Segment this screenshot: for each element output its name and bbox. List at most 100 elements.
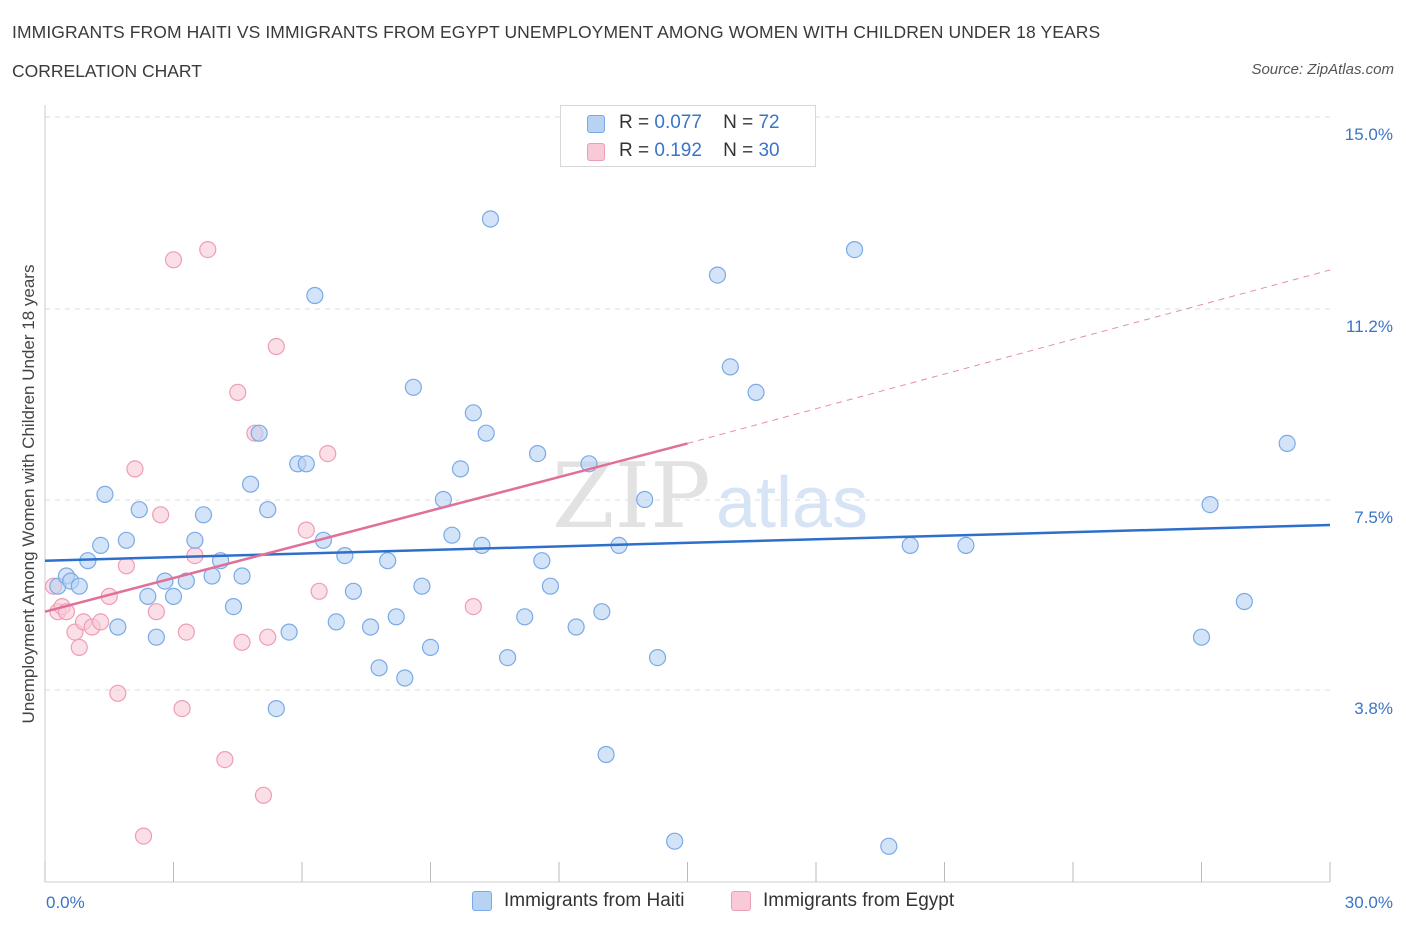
haiti-point bbox=[327, 613, 345, 631]
haiti-point bbox=[516, 608, 534, 626]
haiti-point bbox=[259, 501, 277, 519]
egypt-point bbox=[233, 633, 251, 651]
axes bbox=[44, 105, 1331, 883]
egypt-point bbox=[199, 241, 217, 259]
y-axis-label: Unemployment Among Women with Children U… bbox=[19, 265, 38, 724]
haiti-point bbox=[901, 536, 919, 555]
haiti-point bbox=[845, 241, 864, 259]
haiti-point bbox=[421, 638, 440, 657]
x-tick-label: 30.0% bbox=[1345, 893, 1393, 912]
haiti-point bbox=[139, 587, 157, 606]
egypt-point bbox=[177, 623, 195, 641]
egypt-trend-line bbox=[44, 442, 688, 613]
haiti-point bbox=[1201, 496, 1219, 514]
egypt-point bbox=[134, 827, 153, 845]
haiti-point bbox=[297, 455, 315, 473]
haiti-point bbox=[533, 552, 551, 570]
haiti-point bbox=[280, 623, 298, 641]
chart-subtitle: CORRELATION CHART bbox=[12, 61, 202, 81]
legend-egypt-r-label: R = bbox=[619, 140, 650, 161]
haiti-point bbox=[473, 536, 491, 555]
haiti-point bbox=[666, 832, 684, 850]
haiti-point bbox=[130, 501, 148, 519]
egypt-point bbox=[164, 251, 183, 269]
legend-egypt-n-label: N = bbox=[723, 140, 754, 161]
haiti-point bbox=[451, 460, 470, 478]
haiti-point bbox=[464, 404, 482, 422]
haiti-point bbox=[361, 618, 380, 636]
haiti-point bbox=[636, 490, 654, 509]
bottom-legend-label-haiti: Immigrants from Haiti bbox=[504, 890, 685, 911]
legend-egypt-r-value: 0.192 bbox=[654, 140, 702, 161]
egypt-point bbox=[259, 628, 277, 646]
haiti-point bbox=[186, 531, 204, 549]
haiti-point bbox=[1192, 628, 1211, 646]
haiti-point bbox=[306, 286, 324, 305]
haiti-point bbox=[541, 577, 560, 595]
bottom-legend-label-egypt: Immigrants from Egypt bbox=[763, 890, 955, 911]
egypt-point bbox=[229, 383, 247, 401]
y-tick-label: 11.2% bbox=[1346, 317, 1393, 336]
y-tick-label: 15.0% bbox=[1345, 125, 1393, 144]
egypt-trend-extension bbox=[687, 269, 1331, 444]
y-tick-label: 7.5% bbox=[1354, 508, 1393, 527]
haiti-point bbox=[70, 577, 88, 595]
haiti-point bbox=[1278, 434, 1296, 452]
haiti-point bbox=[597, 745, 615, 764]
egypt-point bbox=[109, 684, 127, 702]
egypt-point bbox=[319, 445, 337, 463]
egypt-point bbox=[117, 557, 135, 575]
legend-swatch-egypt bbox=[587, 143, 605, 161]
haiti-point bbox=[1235, 592, 1253, 611]
haiti-point bbox=[147, 628, 165, 646]
tick-labels: 3.8% 7.5% 11.2% 15.0% 0.0% 30.0% Unemployment … bbox=[19, 125, 1393, 912]
egypt-point bbox=[254, 786, 273, 804]
haiti-point bbox=[96, 485, 114, 503]
haiti-point bbox=[336, 546, 354, 565]
egypt-points bbox=[44, 241, 482, 845]
watermark-zip: ZIP bbox=[552, 444, 711, 549]
haiti-point bbox=[443, 526, 461, 544]
egypt-point bbox=[70, 638, 88, 657]
haiti-point bbox=[648, 648, 667, 667]
egypt-point bbox=[126, 460, 144, 478]
egypt-point bbox=[267, 337, 285, 356]
haiti-point bbox=[242, 475, 260, 493]
legend-egypt-n-value: 30 bbox=[758, 140, 780, 161]
correlation-legend: R = 0.077 N = 72 R = 0.192 N = 30 bbox=[560, 105, 816, 167]
egypt-point bbox=[216, 750, 234, 769]
egypt-point bbox=[92, 613, 110, 631]
haiti-point bbox=[567, 618, 585, 636]
haiti-point bbox=[413, 577, 431, 595]
haiti-point bbox=[117, 531, 135, 549]
haiti-point bbox=[370, 659, 388, 677]
haiti-point bbox=[499, 648, 517, 667]
bottom-legend-swatch-egypt bbox=[731, 891, 751, 911]
haiti-point bbox=[344, 582, 362, 600]
haiti-point bbox=[387, 608, 405, 626]
legend-haiti-r-value: 0.077 bbox=[654, 112, 702, 133]
haiti-point bbox=[164, 587, 183, 606]
egypt-point bbox=[147, 603, 165, 621]
legend-haiti-n-value: 72 bbox=[758, 112, 780, 133]
egypt-point bbox=[464, 597, 482, 616]
egypt-point bbox=[173, 699, 191, 718]
haiti-point bbox=[224, 597, 243, 616]
haiti-point bbox=[233, 567, 251, 585]
haiti-point bbox=[957, 536, 975, 555]
legend-swatch-haiti bbox=[587, 115, 605, 133]
haiti-point bbox=[528, 445, 547, 463]
haiti-point bbox=[721, 358, 739, 376]
trend-lines bbox=[44, 269, 1331, 613]
egypt-point bbox=[297, 521, 315, 539]
haiti-point bbox=[880, 837, 898, 855]
haiti-point bbox=[593, 603, 611, 621]
source-credit: Source: ZipAtlas.com bbox=[1251, 61, 1394, 78]
haiti-point bbox=[708, 266, 727, 284]
haiti-point bbox=[194, 506, 213, 524]
haiti-point bbox=[92, 536, 110, 555]
haiti-point bbox=[396, 669, 414, 687]
y-tick-label: 3.8% bbox=[1354, 699, 1393, 718]
haiti-point bbox=[379, 552, 397, 570]
haiti-point bbox=[481, 210, 500, 228]
